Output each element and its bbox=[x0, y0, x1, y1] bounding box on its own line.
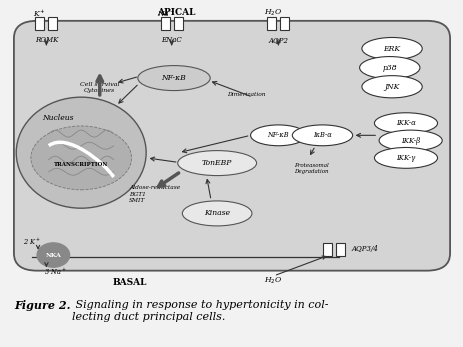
Text: Proteasomal
Degradation: Proteasomal Degradation bbox=[294, 163, 328, 174]
Text: AQP2: AQP2 bbox=[268, 36, 288, 44]
Text: 3 Na$^+$: 3 Na$^+$ bbox=[44, 266, 66, 277]
FancyBboxPatch shape bbox=[280, 17, 289, 30]
Ellipse shape bbox=[374, 113, 437, 134]
Text: Cell survival
Cytokines: Cell survival Cytokines bbox=[80, 82, 119, 93]
Text: 2 K$^+$: 2 K$^+$ bbox=[23, 237, 40, 247]
Circle shape bbox=[37, 243, 69, 267]
Text: Nucleus: Nucleus bbox=[42, 114, 74, 122]
Text: AQP3/4: AQP3/4 bbox=[351, 245, 378, 253]
Ellipse shape bbox=[16, 97, 146, 208]
FancyBboxPatch shape bbox=[267, 17, 276, 30]
Ellipse shape bbox=[361, 76, 421, 98]
Text: Signaling in response to hypertonicity in col-
lecting duct principal cells.: Signaling in response to hypertonicity i… bbox=[72, 300, 328, 322]
Ellipse shape bbox=[177, 151, 256, 176]
Ellipse shape bbox=[374, 147, 437, 168]
Ellipse shape bbox=[292, 125, 352, 146]
Text: IκB-α: IκB-α bbox=[313, 131, 331, 139]
Text: NF-κB: NF-κB bbox=[161, 74, 186, 82]
Text: IKK-α: IKK-α bbox=[395, 119, 415, 127]
Text: H$_2$O: H$_2$O bbox=[264, 276, 282, 286]
Ellipse shape bbox=[250, 125, 306, 146]
Text: TonEBP: TonEBP bbox=[201, 159, 232, 167]
Text: NF-κB: NF-κB bbox=[267, 131, 288, 139]
FancyBboxPatch shape bbox=[49, 17, 57, 30]
Text: H$_2$O: H$_2$O bbox=[263, 8, 282, 18]
Text: BASAL: BASAL bbox=[113, 278, 147, 287]
FancyBboxPatch shape bbox=[323, 243, 332, 256]
Text: K$^+$: K$^+$ bbox=[33, 7, 46, 19]
Text: APICAL: APICAL bbox=[157, 8, 195, 17]
FancyBboxPatch shape bbox=[173, 17, 182, 30]
Ellipse shape bbox=[359, 57, 419, 79]
Ellipse shape bbox=[182, 201, 251, 226]
FancyBboxPatch shape bbox=[335, 243, 344, 256]
Text: Figure 2.: Figure 2. bbox=[14, 300, 70, 311]
FancyBboxPatch shape bbox=[35, 17, 44, 30]
Text: Na$^+$: Na$^+$ bbox=[156, 7, 175, 19]
FancyBboxPatch shape bbox=[161, 17, 169, 30]
Text: IKK-β: IKK-β bbox=[400, 136, 419, 145]
Text: Kinase: Kinase bbox=[204, 209, 230, 218]
Ellipse shape bbox=[378, 130, 441, 151]
Text: ENaC: ENaC bbox=[161, 36, 181, 44]
Text: ROMK: ROMK bbox=[35, 36, 58, 44]
Text: Dimerization: Dimerization bbox=[226, 92, 264, 97]
Ellipse shape bbox=[138, 66, 210, 91]
Text: p38: p38 bbox=[382, 64, 396, 72]
Text: ERK: ERK bbox=[383, 44, 400, 53]
Ellipse shape bbox=[31, 126, 131, 190]
Text: TRANSCRIPTION: TRANSCRIPTION bbox=[54, 162, 108, 167]
Text: NKA: NKA bbox=[45, 253, 61, 257]
Text: IKK-γ: IKK-γ bbox=[395, 154, 415, 162]
FancyBboxPatch shape bbox=[14, 21, 449, 271]
Text: Aldose-reductase
BGT1
SMIT: Aldose-reductase BGT1 SMIT bbox=[129, 185, 180, 203]
Ellipse shape bbox=[361, 37, 421, 60]
Text: JNK: JNK bbox=[383, 83, 399, 91]
